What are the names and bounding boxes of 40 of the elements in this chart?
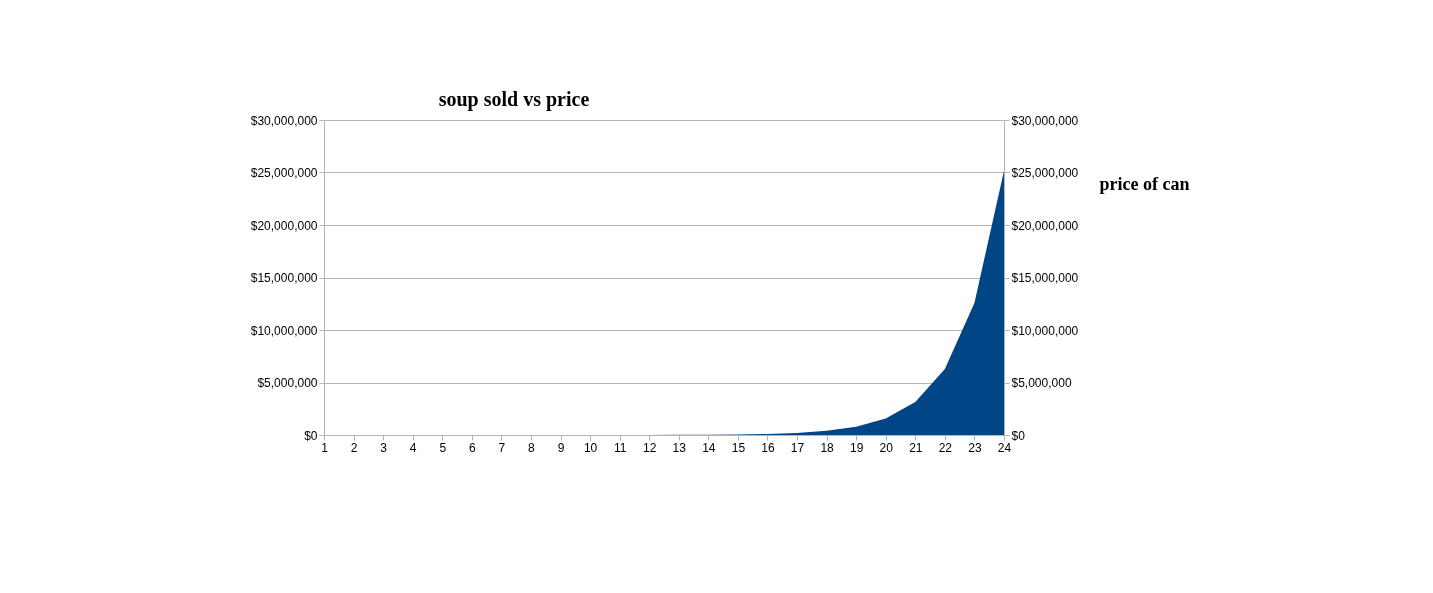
x-tick-label: 16 [761, 440, 775, 455]
x-tick-label: 5 [439, 440, 447, 455]
y2-axis-title: price of can [1099, 173, 1190, 194]
x-tick-label: 21 [909, 440, 923, 455]
y2-tick-label: $30,000,000 [1011, 113, 1079, 128]
y2-tick-label: $5,000,000 [1011, 376, 1072, 390]
y-tick-label: $10,000,000 [250, 323, 318, 338]
x-tick-label: 11 [613, 440, 627, 455]
y-tick-label: $25,000,000 [250, 166, 318, 180]
x-tick-label: 9 [557, 440, 565, 455]
x-tick-label: 22 [938, 440, 953, 455]
y-tick-label: $15,000,000 [250, 271, 318, 285]
y-tick-label: $5,000,000 [257, 376, 318, 390]
x-tick-label: 1 [321, 440, 329, 455]
y-tick-label: $30,000,000 [250, 113, 318, 128]
y2-tick-label: $0 [1011, 428, 1026, 443]
x-tick-label: 8 [528, 440, 536, 455]
x-tick-label: 23 [968, 440, 982, 455]
y2-tick-label: $20,000,000 [1011, 218, 1079, 233]
x-tick-label: 2 [350, 440, 358, 455]
x-tick-label: 7 [498, 440, 506, 455]
x-tick-label: 3 [380, 440, 388, 455]
x-tick-label: 4 [409, 440, 417, 455]
y2-tick-label: $15,000,000 [1011, 271, 1079, 285]
x-tick-label: 14 [702, 440, 716, 455]
y2-tick-label: $25,000,000 [1011, 166, 1079, 180]
x-tick-label: 15 [731, 440, 746, 455]
x-tick-label: 13 [672, 440, 687, 455]
x-tick-label: 18 [820, 440, 835, 455]
chart-title: soup sold vs price [438, 88, 590, 111]
y-tick-label: $0 [304, 428, 318, 443]
x-tick-label: 24 [997, 440, 1012, 455]
x-tick-label: 19 [849, 440, 864, 455]
x-tick-label: 6 [468, 440, 476, 455]
x-tick-label: 17 [790, 440, 805, 455]
x-tick-label: 10 [583, 440, 598, 455]
y-tick-label: $20,000,000 [250, 218, 318, 233]
y2-tick-label: $10,000,000 [1011, 323, 1079, 338]
x-tick-label: 20 [879, 440, 894, 455]
x-tick-label: 12 [643, 440, 657, 455]
